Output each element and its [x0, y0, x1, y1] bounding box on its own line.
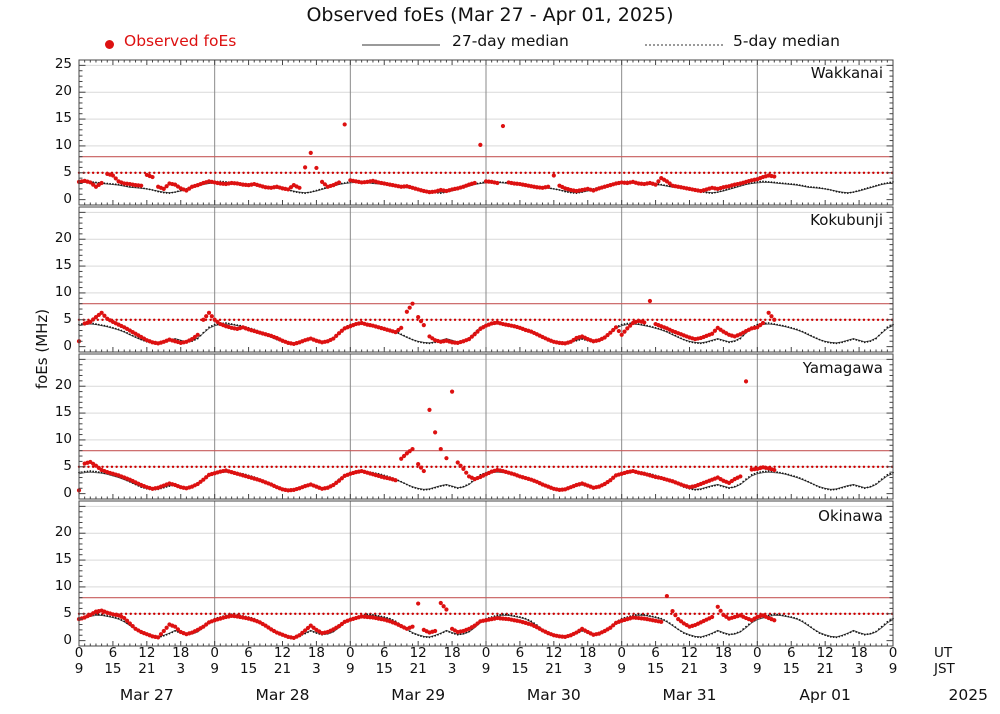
x-tick-jst: 21: [545, 661, 563, 677]
x-tick-ut: 6: [786, 645, 796, 661]
date-label: Mar 27: [119, 686, 174, 704]
x-tick-jst: 3: [854, 661, 864, 677]
y-tick-label: 15: [54, 110, 72, 127]
x-tick-jst: 9: [888, 661, 898, 677]
y-tick-label: 20: [54, 377, 72, 394]
x-tick-jst: 21: [409, 661, 427, 677]
x-tick-jst: 21: [273, 661, 292, 677]
x-tick-ut: 18: [850, 645, 868, 661]
x-tick-ut: 6: [108, 645, 118, 661]
y-tick-label: 5: [63, 310, 72, 327]
year-label: 2025: [948, 686, 988, 704]
panel-label-okinawa: Okinawa: [818, 507, 883, 525]
y-tick-label: 10: [54, 430, 72, 447]
y-tick-label: 5: [63, 163, 72, 180]
y-tick-label: 15: [54, 257, 72, 274]
y-tick-label: 5: [63, 604, 72, 621]
date-label: Mar 30: [526, 686, 581, 704]
y-tick-label: 25: [54, 56, 72, 73]
x-tick-jst: 3: [583, 661, 593, 677]
y-tick-label: 0: [63, 484, 72, 501]
legend-median27-label: 27-day median: [452, 32, 569, 50]
y-tick-label: 5: [63, 457, 72, 474]
y-tick-label: 0: [63, 631, 72, 648]
x-tick-ut: 6: [651, 645, 660, 661]
x-tick-ut: 12: [273, 645, 292, 661]
x-tick-jst: 9: [346, 661, 355, 677]
x-tick-ut: 0: [210, 645, 219, 661]
observed-dot-icon: [105, 40, 114, 49]
x-tick-ut: 0: [753, 645, 762, 661]
x-tick-jst: 9: [74, 661, 84, 677]
x-tick-ut: 6: [515, 645, 525, 661]
x-tick-ut: 6: [379, 645, 389, 661]
y-tick-label: 20: [54, 524, 72, 541]
x-tick-jst: 3: [719, 661, 728, 677]
date-label: Apr 01: [799, 686, 851, 704]
x-tick-ut: 0: [481, 645, 491, 661]
x-tick-ut: 0: [74, 645, 84, 661]
x-tick-ut: 0: [346, 645, 355, 661]
x-tick-ut: 18: [579, 645, 597, 661]
ut-unit-label: UT: [934, 645, 953, 661]
date-label: Mar 31: [662, 686, 717, 704]
y-tick-label: 20: [54, 230, 72, 247]
x-tick-ut: 18: [307, 645, 325, 661]
x-tick-jst: 21: [138, 661, 156, 677]
x-tick-jst: 3: [312, 661, 321, 677]
x-tick-ut: 6: [244, 645, 253, 661]
x-tick-jst: 15: [511, 661, 529, 677]
x-tick-ut: 12: [138, 645, 156, 661]
date-label: Mar 29: [391, 686, 446, 704]
x-tick-ut: 18: [443, 645, 461, 661]
x-tick-ut: 12: [545, 645, 563, 661]
x-tick-ut: 0: [617, 645, 626, 661]
legend-median5-label: 5-day median: [733, 32, 840, 50]
x-tick-ut: 18: [714, 645, 732, 661]
panel-label-wakkanai: Wakkanai: [810, 64, 883, 82]
x-tick-ut: 0: [888, 645, 898, 661]
legend-observed-label: Observed foEs: [124, 32, 237, 50]
x-tick-jst: 3: [176, 661, 186, 677]
x-tick-jst: 9: [481, 661, 491, 677]
x-tick-jst: 3: [447, 661, 457, 677]
x-tick-jst: 15: [104, 661, 122, 677]
jst-unit-label: JST: [934, 661, 955, 677]
panel-label-kokubunji: Kokubunji: [810, 211, 883, 229]
x-tick-jst: 15: [375, 661, 393, 677]
panel-label-yamagawa: Yamagawa: [802, 359, 883, 377]
y-tick-label: 15: [54, 551, 72, 568]
x-tick-ut: 18: [172, 645, 190, 661]
y-tick-label: 15: [54, 404, 72, 421]
x-tick-jst: 21: [680, 661, 699, 677]
y-tick-label: 0: [63, 190, 72, 207]
x-tick-jst: 9: [617, 661, 626, 677]
y-tick-label: 10: [54, 577, 72, 594]
y-tick-label: 20: [54, 83, 72, 100]
y-tick-label: 10: [54, 283, 72, 300]
x-tick-ut: 12: [409, 645, 427, 661]
y-tick-label: 0: [63, 337, 72, 354]
x-tick-jst: 15: [239, 661, 258, 677]
x-tick-jst: 9: [210, 661, 219, 677]
chart-title: Observed foEs (Mar 27 - Apr 01, 2025): [306, 4, 674, 26]
x-tick-ut: 12: [680, 645, 699, 661]
x-tick-jst: 9: [753, 661, 762, 677]
x-tick-jst: 21: [816, 661, 834, 677]
y-tick-label: 10: [54, 136, 72, 153]
dotted-line-icon: [645, 44, 723, 46]
x-tick-jst: 15: [782, 661, 800, 677]
x-tick-ut: 12: [816, 645, 834, 661]
solid-line-icon: [362, 44, 440, 46]
x-tick-jst: 15: [646, 661, 665, 677]
date-label: Mar 28: [255, 686, 310, 704]
